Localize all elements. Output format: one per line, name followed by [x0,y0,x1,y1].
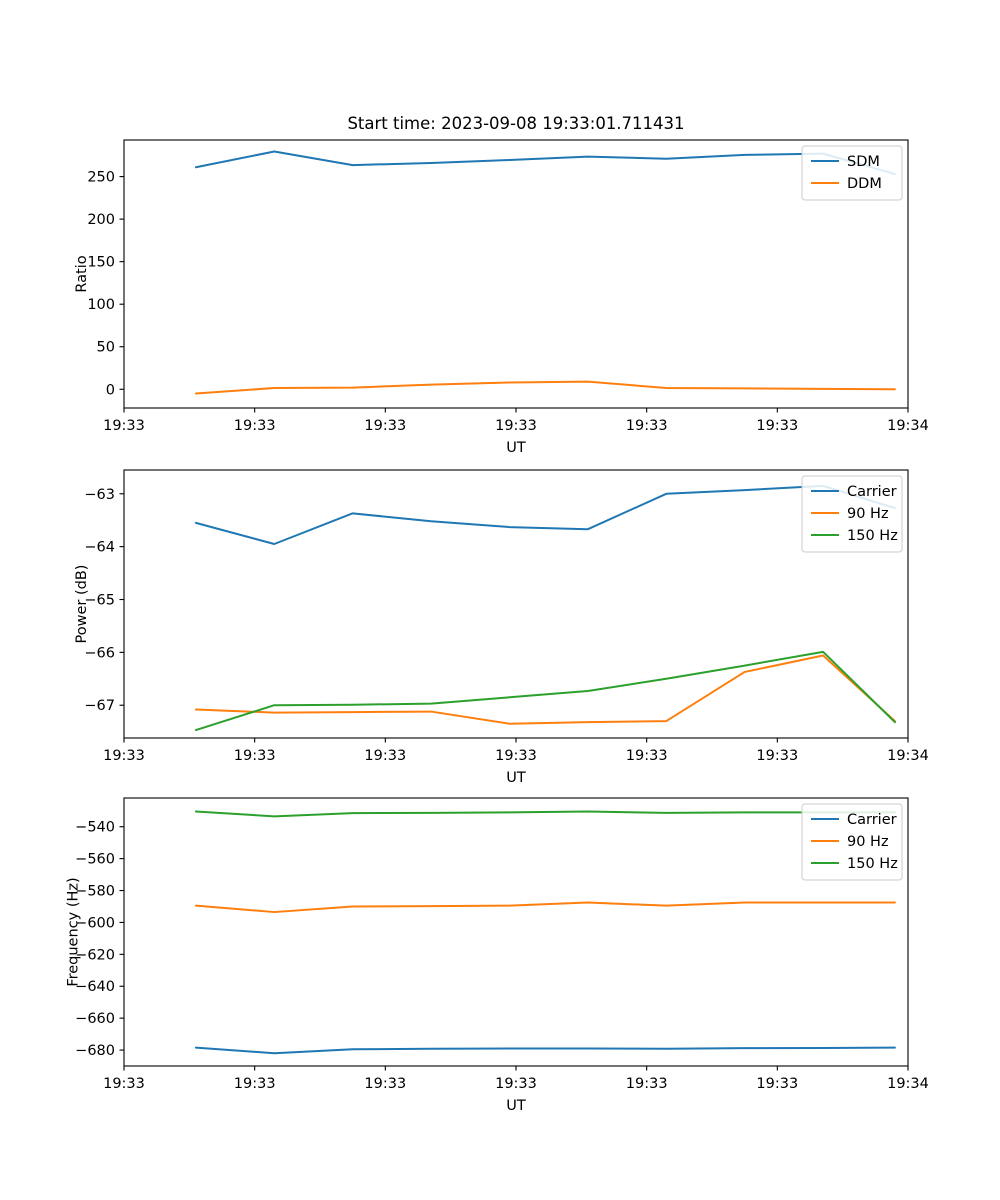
series-line-ddm [194,380,896,395]
y-tick-label: −67 [84,698,115,714]
y-tick-label: −64 [84,540,115,556]
y-tick-label: −640 [75,979,115,995]
series-line-carrier [194,1046,896,1055]
axes-frame [123,469,909,739]
x-tick-label: 19:33 [756,418,798,434]
series-line-carrier [194,484,896,545]
y-axis-label: Frequency (Hz) [65,877,81,986]
axes-frame [123,797,909,1067]
plot-title: Start time: 2023-09-08 19:33:01.711431 [347,114,684,133]
y-tick-label: −66 [84,645,115,661]
x-tick-label: 19:33 [364,748,406,764]
axes-frame [123,139,909,409]
series-line-150-hz [194,810,896,818]
x-tick-label: 19:33 [234,1076,276,1092]
x-tick-label: 19:33 [626,418,668,434]
legend-1[interactable]: SDM DDM [801,145,903,201]
y-tick-label: 50 [97,340,115,356]
x-tick-label: 19:33 [234,418,276,434]
x-tick-label: 19:34 [887,1076,929,1092]
x-tick-label: 19:33 [103,748,145,764]
y-tick-label: −660 [75,1011,115,1027]
x-tick-label: 19:33 [495,1076,537,1092]
y-tick-label: −65 [84,593,115,609]
x-tick-label: 19:33 [626,748,668,764]
x-tick-label: 19:33 [756,748,798,764]
y-tick-label: −580 [75,884,115,900]
subplot-2: 19:33 19:33 19:33 19:33 19:33 19:33 19:34 UT −63… [74,469,929,786]
y-tick-label: −63 [84,487,115,503]
y-tick-label: 100 [87,297,115,313]
x-tick-label: 19:33 [756,1076,798,1092]
legend-label: 90 Hz [847,506,889,522]
y-tick-label: −600 [75,915,115,931]
y-tick-label: 150 [87,255,115,271]
legend-label: Carrier [847,812,897,828]
series-line-90-hz [194,901,896,914]
x-tick-label: 19:33 [364,418,406,434]
x-tick-label: 19:34 [887,418,929,434]
y-tick-label: −560 [75,852,115,868]
y-tick-label: 200 [87,212,115,228]
x-tick-label: 19:33 [626,1076,668,1092]
series-line-150-hz [194,650,896,732]
y-tick-label: −620 [75,947,115,963]
legend-label: 90 Hz [847,834,889,850]
x-axis-label: UT [506,1098,526,1114]
subplot-3: 19:33 19:33 19:33 19:33 19:33 19:33 19:34 UT −54… [65,797,929,1114]
legend-box [801,475,903,553]
legend-2[interactable]: Carrier 90 Hz 150 Hz [801,475,903,553]
subplot-1: 19:33 19:33 19:33 19:33 19:33 19:33 19:34 UT 0 50… [74,114,929,456]
legend-label: Carrier [847,484,897,500]
y-axis-label: Power (dB) [74,565,90,644]
y-tick-label: −680 [75,1043,115,1059]
y-axis-label: Ratio [74,255,90,292]
legend-label: 150 Hz [847,528,898,544]
x-tick-label: 19:33 [364,1076,406,1092]
series-line-90-hz [194,654,896,725]
legend-box [801,145,903,201]
x-tick-label: 19:33 [234,748,276,764]
y-tick-label: 250 [87,170,115,186]
x-tick-label: 19:33 [495,748,537,764]
x-axis-label: UT [506,440,526,456]
series-line-sdm [194,150,896,176]
x-axis-label: UT [506,770,526,786]
x-tick-label: 19:33 [495,418,537,434]
x-tick-label: 19:33 [103,1076,145,1092]
x-tick-label: 19:34 [887,748,929,764]
legend-box [801,803,903,881]
y-tick-label: −540 [75,820,115,836]
legend-label: DDM [847,176,882,192]
legend-label: SDM [847,154,880,170]
y-tick-label: 0 [106,382,115,398]
legend-3[interactable]: Carrier 90 Hz 150 Hz [801,803,903,881]
legend-label: 150 Hz [847,856,898,872]
x-tick-label: 19:33 [103,418,145,434]
